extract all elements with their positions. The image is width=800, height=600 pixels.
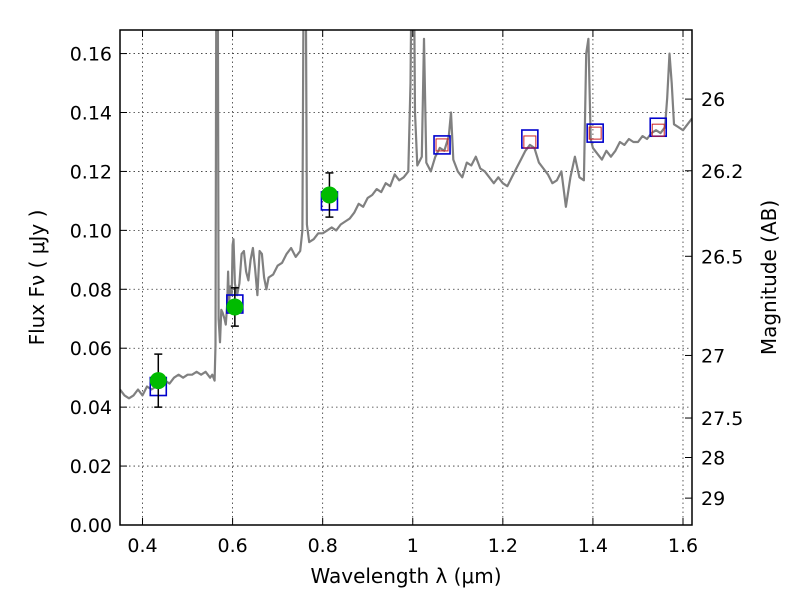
y-tick-label: 0.12	[70, 161, 112, 183]
photometry-point	[226, 298, 244, 316]
mag-tick-label: 26.5	[701, 246, 743, 268]
y-tick-label: 0.00	[70, 515, 112, 537]
x-tick-label: 0.8	[308, 535, 338, 557]
mag-tick-label: 28	[701, 448, 725, 470]
photometry-point	[149, 372, 167, 390]
model-flux-square	[586, 123, 604, 143]
data-layer	[120, 30, 692, 408]
mag-tick-label: 26.2	[701, 161, 743, 183]
y-tick-label: 0.14	[70, 103, 112, 125]
plot-background	[120, 30, 692, 525]
y-tick-label: 0.06	[70, 338, 112, 360]
x-tick-label: 1.6	[668, 535, 698, 557]
y-tick-label: 0.02	[70, 456, 112, 478]
y2-axis-label: Magnitude (AB)	[757, 200, 781, 355]
x-tick-label: 0.6	[217, 535, 247, 557]
model-flux-square	[433, 135, 451, 155]
mag-tick-label: 27	[701, 345, 725, 367]
y-tick-label: 0.08	[70, 279, 112, 301]
observed-flux-square	[588, 126, 602, 140]
mag-tick-label: 26	[701, 89, 725, 111]
observed-flux-square	[523, 135, 537, 149]
observed-flux-square	[435, 138, 449, 152]
x-tick-label: 0.4	[127, 535, 157, 557]
x-tick-label: 1.4	[578, 535, 608, 557]
x-axis-label: Wavelength λ (μm)	[310, 564, 501, 588]
y-tick-label: 0.16	[70, 44, 112, 66]
mag-tick-label: 29	[701, 488, 725, 510]
observed-flux-square	[651, 123, 665, 137]
plot-frame	[119, 29, 693, 526]
spectrum-line	[120, 30, 692, 400]
photometry-point	[320, 186, 338, 204]
x-tick-label: 1.2	[488, 535, 518, 557]
y-tick-label: 0.10	[70, 220, 112, 242]
y-tick-label: 0.04	[70, 397, 112, 419]
labels-layer: 0.4 0.6 0.8 1 1.2 1.4 1.6 0.00 0.02 0.04 0.06 0.08 0…	[25, 44, 781, 588]
mag-tick-label: 27.5	[701, 408, 743, 430]
y-axis-label: Flux Fν ( μJy )	[25, 210, 49, 346]
ticks-layer	[120, 30, 692, 526]
x-tick-label: 1	[407, 535, 419, 557]
